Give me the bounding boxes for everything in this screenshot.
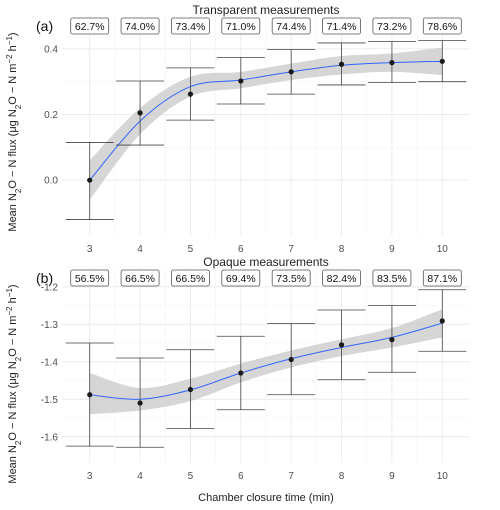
panel-label: (a) xyxy=(36,18,53,34)
panel-opaque: Opaque measurements 56.5% 66.5% 66.5% 69.4%… xyxy=(36,255,470,482)
percent-label: 66.5% xyxy=(171,269,210,287)
percent-label: 82.4% xyxy=(322,269,361,287)
percent-label: 74.0% xyxy=(120,17,160,35)
percent-label: 73.5% xyxy=(271,269,311,287)
svg-text:73.5%: 73.5% xyxy=(276,273,306,285)
data-point xyxy=(238,370,244,376)
percent-label: 69.4% xyxy=(221,269,261,287)
svg-text:74.4%: 74.4% xyxy=(276,21,306,33)
data-point xyxy=(187,386,194,393)
svg-text:78.6%: 78.6% xyxy=(427,21,457,33)
percent-label: 73.2% xyxy=(372,17,412,35)
svg-text:69.4%: 69.4% xyxy=(226,273,256,285)
data-point xyxy=(338,61,345,67)
svg-text:62.7%: 62.7% xyxy=(75,21,105,33)
trend-path xyxy=(89,322,443,400)
x-tick-label: 5 xyxy=(188,244,194,255)
data-point xyxy=(439,318,445,324)
y-tick-label: 0.4 xyxy=(44,44,58,55)
svg-text:83.5%: 83.5% xyxy=(377,273,407,285)
y-tick-label: 0.2 xyxy=(44,110,58,121)
data-point xyxy=(137,110,143,116)
data-point xyxy=(389,60,395,66)
panel-title: Transparent measurements xyxy=(193,3,340,17)
x-tick-label: 3 xyxy=(87,244,93,255)
y-tick-label: -1.5 xyxy=(41,395,59,406)
x-tick-label: 8 xyxy=(339,244,345,255)
percent-label: 62.7% xyxy=(70,17,110,35)
ribbon-band xyxy=(89,309,443,415)
x-tick-label: 10 xyxy=(437,471,449,482)
x-tick-label: 5 xyxy=(188,471,194,482)
data-point xyxy=(288,69,294,75)
x-tick-label: 7 xyxy=(288,471,294,482)
svg-text:56.5%: 56.5% xyxy=(75,273,105,285)
x-tick-label: 9 xyxy=(389,244,395,255)
y-tick-label: -1.2 xyxy=(41,282,59,293)
data-point xyxy=(187,91,194,97)
percent-label: 74.4% xyxy=(271,17,311,35)
svg-text:66.5%: 66.5% xyxy=(176,273,206,285)
data-point xyxy=(238,78,244,84)
svg-text:87.1%: 87.1% xyxy=(427,273,457,285)
data-point xyxy=(439,58,445,64)
confidence-ribbon xyxy=(89,47,443,200)
y-tick-label: -1.3 xyxy=(41,320,59,331)
percent-label: 71.0% xyxy=(221,17,261,35)
svg-text:71.0%: 71.0% xyxy=(226,21,256,33)
ribbon-band xyxy=(89,47,443,200)
axis-ticks: 3 4 5 6 7 8 9 10 -1.6 -1.5 -1.4 -1.3 -1.2 xyxy=(41,282,449,482)
data-point xyxy=(87,177,93,183)
x-tick-label: 4 xyxy=(137,244,143,255)
x-tick-label: 10 xyxy=(437,244,449,255)
percent-label: 87.1% xyxy=(422,269,462,287)
x-tick-label: 8 xyxy=(339,471,345,482)
y-tick-label: -1.6 xyxy=(41,432,59,443)
y-axis-label: Mean N2O − N flux (μg N2O − N m−2 h−1) xyxy=(5,32,23,231)
data-point xyxy=(137,400,143,406)
data-point xyxy=(338,342,345,348)
percent-labels: 62.7% 74.0% 73.4% 71.0% 74.4% 71.4% 73.2% 78.6% xyxy=(70,17,462,35)
percent-label: 71.4% xyxy=(322,17,361,35)
x-tick-label: 7 xyxy=(288,244,294,255)
percent-label: 56.5% xyxy=(70,269,110,287)
trend-line xyxy=(89,322,443,400)
y-tick-label: 0.0 xyxy=(44,176,58,187)
percent-labels: 56.5% 66.5% 66.5% 69.4% 73.5% 82.4% 83.5% 87.1% xyxy=(70,269,462,287)
x-tick-label: 6 xyxy=(238,244,244,255)
data-point xyxy=(288,356,294,363)
axis-ticks: 3 4 5 6 7 8 9 10 0.0 0.2 0.4 xyxy=(44,44,448,255)
svg-text:71.4%: 71.4% xyxy=(327,21,357,33)
panel-label: (b) xyxy=(36,270,53,286)
x-tick-label: 4 xyxy=(137,471,143,482)
data-point xyxy=(87,392,93,398)
percent-label: 73.4% xyxy=(171,17,210,35)
panel-transparent: Transparent measurements 62.7% 74.0% 73.4%… xyxy=(36,3,470,255)
x-tick-label: 6 xyxy=(238,471,244,482)
svg-text:66.5%: 66.5% xyxy=(125,273,155,285)
percent-label: 66.5% xyxy=(120,269,160,287)
panel-title: Opaque measurements xyxy=(203,255,328,269)
percent-label: 83.5% xyxy=(372,269,412,287)
svg-text:74.0%: 74.0% xyxy=(125,21,155,33)
grid xyxy=(62,16,470,236)
y-tick-label: -1.4 xyxy=(41,357,59,368)
data-points xyxy=(87,318,445,406)
svg-text:82.4%: 82.4% xyxy=(327,273,357,285)
x-tick-label: 9 xyxy=(389,471,395,482)
confidence-ribbon xyxy=(89,309,443,415)
percent-label: 78.6% xyxy=(422,17,462,35)
data-point xyxy=(389,337,395,343)
svg-text:73.4%: 73.4% xyxy=(176,21,206,33)
data-points xyxy=(87,58,445,183)
svg-text:73.2%: 73.2% xyxy=(377,21,407,33)
y-axis-label: Mean N2O − N flux (μg N2O − N m−2 h−1) xyxy=(5,284,23,483)
x-axis-label: Chamber closure time (min) xyxy=(198,492,334,504)
x-tick-label: 3 xyxy=(87,471,93,482)
